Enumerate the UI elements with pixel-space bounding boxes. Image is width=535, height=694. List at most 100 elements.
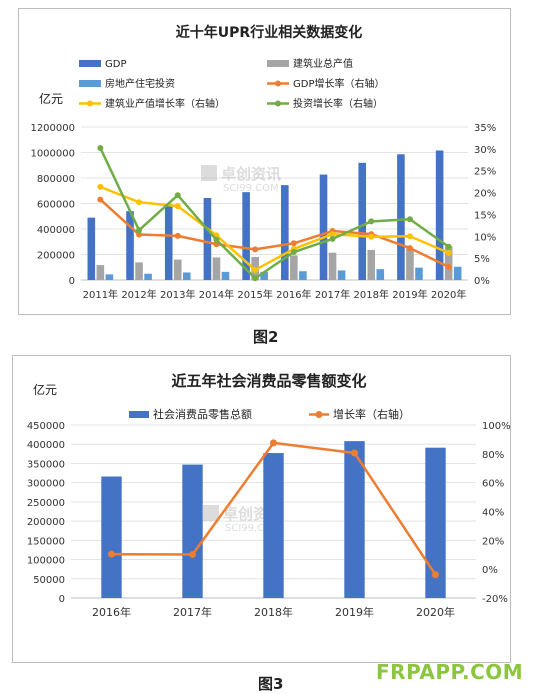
y-tick-label: 200000 [37,251,75,262]
legend-line-marker [87,100,93,107]
legend-item: 建筑业总产值 [267,57,353,70]
legend-bar-swatch [79,80,101,87]
bar [164,204,173,280]
chart-title: 近十年UPR行业相关数据变化 [176,24,362,41]
y2-tick-label: 100% [482,421,510,432]
y2-tick-label: 10% [474,232,496,243]
x-category-label: 2018年 [354,288,389,301]
line-point [97,196,104,203]
legend-line-marker [275,100,281,107]
line-point [136,231,143,238]
y-tick-label: 100000 [27,556,65,567]
y-tick-label: 600000 [37,200,75,211]
bar [299,271,307,280]
legend-label: GDP增长率（右轴） [293,77,384,90]
line-point [329,235,336,242]
y2-tick-label: 35% [474,123,496,134]
watermark-en-text: SCI99.COM [223,183,279,194]
line-point [252,246,259,253]
line-point [406,233,413,240]
y2-tick-label: -20% [482,594,508,605]
chart-panel-upr: 近十年UPR行业相关数据变化 亿元 0 200000 400000 600000 80000… [18,8,511,315]
bar [182,272,191,280]
line-point [351,449,358,457]
x-category-label: 2015年 [237,288,272,301]
bar [444,246,453,280]
line-point [174,203,181,210]
y-tick-label: 450000 [27,421,65,432]
bar [328,252,337,280]
y-axis-unit-label: 亿元 [39,91,63,106]
bar [144,273,152,280]
line-point [445,263,452,270]
legend-label: 建筑业产值增长率（右轴） [105,97,225,110]
legend-bar-swatch [267,60,289,67]
line-point [329,231,336,238]
bar [105,274,114,280]
watermark-en-text: SCI99.COM [225,523,281,534]
line-point [174,232,181,239]
y-tick-label: 800000 [37,174,75,185]
y2-tick-label: 40% [482,508,504,519]
y2-tick-label: 80% [482,450,504,461]
legend-label: 增长率（右轴） [333,407,410,421]
y2-tick-label: 0% [474,276,490,287]
line-point [406,245,413,252]
bar [242,192,250,280]
line-point [97,144,104,151]
bar [337,270,346,280]
line-point [213,236,220,243]
bar [290,255,298,280]
bar [182,464,203,598]
bar [344,441,365,598]
legend-item: 增长率（右轴） [309,407,410,421]
line-point [432,571,439,579]
y-tick-label: 1000000 [30,149,75,160]
bar [281,185,289,280]
line-point [174,192,181,199]
bar [425,447,446,598]
x-category-label: 2019年 [335,605,374,619]
y2-tick-label: 15% [474,210,496,221]
bar [319,174,328,280]
legend-item: 社会消费品零售总额 [129,407,252,421]
line-point [136,227,143,234]
x-category-label: 2017年 [315,288,350,301]
bar [376,269,385,280]
bar [96,265,105,280]
y-tick-label: 200000 [27,517,65,528]
line-point [136,199,143,206]
watermark-cn-text: 卓创资讯 [221,165,281,183]
bar [212,257,221,280]
y2-tick-label: 60% [482,479,504,490]
line-point [270,439,277,447]
y2-tick-label: 20% [482,536,504,547]
line-point [406,216,413,223]
y-tick-label: 300000 [27,479,65,490]
y2-tick-label: 0% [482,565,498,576]
legend-label: 房地产住宅投资 [105,77,175,90]
bar [367,249,376,280]
series-line [99,198,450,269]
line-point [108,550,115,558]
y-tick-label: 1200000 [30,123,75,134]
legend-label: 建筑业总产值 [293,57,353,70]
bar [435,150,444,280]
legend-label: 社会消费品零售总额 [153,407,252,421]
y-tick-label: 400000 [27,440,65,451]
bar [101,476,122,598]
bar [221,271,230,280]
chart-panel-retail: 近五年社会消费品零售额变化 亿元 0 50000 100000 150000 200000 2… [12,355,511,663]
legend-item: 投资增长率（右轴） [267,97,383,110]
y2-tick-label: 20% [474,189,496,200]
legend-label: GDP [105,59,126,70]
y-tick-label: 150000 [27,536,65,547]
bar [135,262,143,280]
legend-item: 建筑业产值增长率（右轴） [79,97,225,110]
bar [415,267,423,280]
y2-tick-label: 5% [474,254,490,265]
line-point [368,218,375,225]
